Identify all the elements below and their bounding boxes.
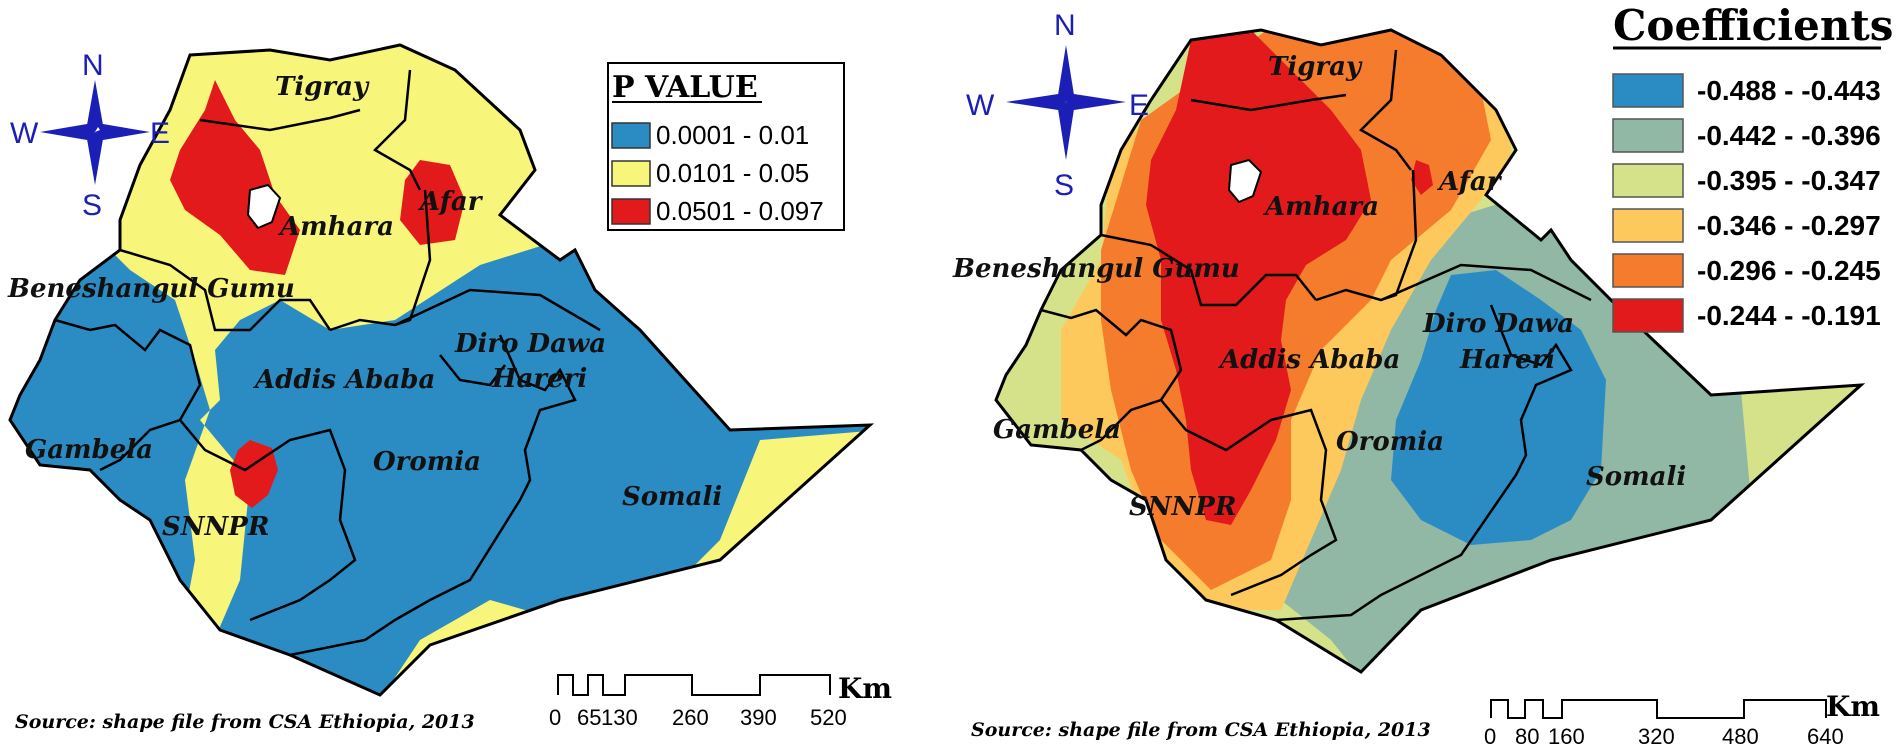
scale-tick-160: 160 bbox=[1548, 724, 1585, 748]
compass-north-label: N bbox=[82, 49, 104, 82]
legend-swatch-light-green bbox=[1612, 163, 1684, 198]
legend-item-label: 0.0101 - 0.05 bbox=[656, 158, 809, 188]
p-value-legend: P VALUE 0.0001 - 0.01 0.0101 - 0.05 0.05… bbox=[607, 62, 845, 231]
legend-item-label: -0.244 - -0.191 bbox=[1697, 300, 1881, 331]
legend-title: Coefficients bbox=[1613, 1, 1893, 50]
p-value-map: Tigray Afar Amhara Beneshangul Gumu Diro… bbox=[7, 43, 892, 733]
scale-tick-480: 480 bbox=[1722, 724, 1759, 748]
region-label-hareri: Hareri bbox=[1459, 345, 1555, 375]
region-label-somali: Somali bbox=[622, 482, 722, 512]
legend-item-label: 0.0001 - 0.01 bbox=[656, 120, 809, 150]
legend-swatch-blue bbox=[1612, 73, 1684, 108]
compass-west-label: W bbox=[966, 89, 995, 122]
legend-swatch-red bbox=[611, 198, 651, 225]
compass-east-label: E bbox=[150, 117, 170, 150]
coefficients-map-panel: Tigray Afar Amhara Beneshangul Gumu Diro… bbox=[951, 0, 1902, 748]
scale-bar: 0 80 160 320 480 640 Km bbox=[1484, 690, 1880, 748]
legend-swatch-orange bbox=[1612, 253, 1684, 288]
zone-neg0244-neg0191-afar bbox=[1411, 160, 1433, 195]
compass-south-label: S bbox=[82, 189, 102, 222]
region-label-afar: Afar bbox=[1436, 167, 1503, 197]
region-label-tigray: Tigray bbox=[1268, 52, 1363, 82]
admin-boundaries bbox=[994, 28, 1866, 674]
region-label-oromia: Oromia bbox=[1336, 427, 1444, 457]
zone-neg0488-neg0443 bbox=[1391, 270, 1606, 545]
legend-item-label: -0.296 - -0.245 bbox=[1697, 255, 1881, 286]
scale-tick-65: 65 bbox=[577, 705, 601, 730]
source-note: Source: shape file from CSA Ethiopia, 20… bbox=[971, 719, 1431, 741]
scale-tick-260: 260 bbox=[672, 705, 709, 730]
legend-swatch-blue bbox=[611, 122, 651, 149]
scale-tick-0: 0 bbox=[1484, 724, 1496, 748]
scale-tick-390: 390 bbox=[740, 705, 777, 730]
region-label-amhara: Amhara bbox=[1262, 192, 1379, 222]
region-labels: Tigray Afar Amhara Beneshangul Gumu Diro… bbox=[952, 52, 1686, 522]
zone-neg0395-neg0347-east bbox=[1741, 380, 1861, 500]
ethiopia-map-fill bbox=[10, 45, 870, 695]
scale-tick-640: 640 bbox=[1807, 724, 1844, 748]
region-labels: Tigray Afar Amhara Beneshangul Gumu Diro… bbox=[7, 72, 722, 542]
lake-tana bbox=[246, 183, 282, 230]
scale-tick-320: 320 bbox=[1638, 724, 1675, 748]
region-label-oromia: Oromia bbox=[373, 447, 481, 477]
legend-item-label: -0.395 - -0.347 bbox=[1697, 165, 1881, 196]
compass-north-label: N bbox=[1054, 9, 1076, 42]
region-label-beneshangul-gumu: Beneshangul Gumu bbox=[7, 274, 295, 304]
legend-swatch-grey-green bbox=[1612, 118, 1684, 153]
lake-tana bbox=[1227, 158, 1263, 204]
p-value-map-panel: Tigray Afar Amhara Beneshangul Gumu Diro… bbox=[7, 43, 892, 733]
scale-unit: Km bbox=[1826, 690, 1880, 723]
region-label-gambela: Gambela bbox=[25, 435, 153, 465]
zone-neg0244-neg0191 bbox=[1146, 30, 1371, 525]
admin-boundaries bbox=[8, 43, 875, 697]
source-note: Source: shape file from CSA Ethiopia, 20… bbox=[15, 711, 475, 733]
region-label-gambela: Gambela bbox=[993, 415, 1121, 445]
scale-tick-520: 520 bbox=[810, 705, 847, 730]
ethiopia-map-fill bbox=[996, 30, 1861, 672]
region-label-somali: Somali bbox=[1586, 462, 1686, 492]
legend-swatch-yellow bbox=[611, 160, 651, 187]
coefficients-legend: Coefficients -0.488 - -0.443 -0.442 - -0… bbox=[1612, 1, 1893, 333]
legend-swatch-red bbox=[1612, 298, 1684, 333]
compass-rose-icon: N S E W bbox=[10, 49, 170, 222]
scale-bar: 0 65 130 260 390 520 Km bbox=[549, 672, 892, 730]
region-label-snnpr: SNNPR bbox=[162, 512, 269, 542]
region-label-addis-ababa: Addis Ababa bbox=[1217, 345, 1400, 375]
region-label-afar: Afar bbox=[417, 187, 484, 217]
compass-east-label: E bbox=[1129, 89, 1149, 122]
region-label-diro-dawa: Diro Dawa bbox=[454, 329, 606, 359]
region-label-addis-ababa: Addis Ababa bbox=[252, 365, 435, 395]
region-label-hareri: Hareri bbox=[491, 364, 587, 394]
scale-tick-80: 80 bbox=[1515, 724, 1539, 748]
legend-swatch-light-orange bbox=[1612, 208, 1684, 243]
compass-south-label: S bbox=[1054, 169, 1074, 202]
compass-west-label: W bbox=[10, 117, 39, 150]
legend-item-label: -0.442 - -0.396 bbox=[1697, 120, 1881, 151]
legend-item-label: -0.488 - -0.443 bbox=[1697, 75, 1881, 106]
legend-item-label: -0.346 - -0.297 bbox=[1697, 210, 1881, 241]
compass-rose-icon: N S E W bbox=[966, 9, 1149, 202]
scale-unit: Km bbox=[838, 672, 892, 705]
region-label-snnpr: SNNPR bbox=[1129, 492, 1236, 522]
scale-tick-130: 130 bbox=[601, 705, 638, 730]
scale-tick-0: 0 bbox=[549, 705, 561, 730]
coefficients-map: Tigray Afar Amhara Beneshangul Gumu Diro… bbox=[952, 1, 1893, 748]
region-label-tigray: Tigray bbox=[275, 72, 370, 102]
legend-item-label: 0.0501 - 0.097 bbox=[656, 196, 824, 226]
region-label-amhara: Amhara bbox=[277, 212, 394, 242]
region-label-diro-dawa: Diro Dawa bbox=[1422, 309, 1574, 339]
region-label-beneshangul-gumu: Beneshangul Gumu bbox=[952, 254, 1240, 284]
legend-title: P VALUE bbox=[612, 70, 758, 105]
zone-0501-097-amhara bbox=[170, 80, 300, 275]
